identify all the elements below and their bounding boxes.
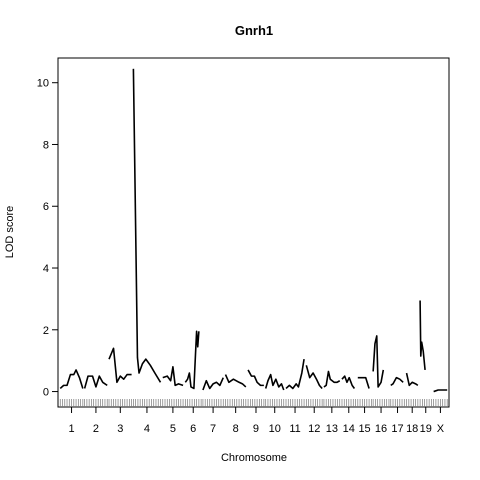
x-tick-label: 5 xyxy=(170,423,176,435)
y-tick-label: 2 xyxy=(43,325,49,337)
y-axis: 0 2 4 6 8 10 xyxy=(37,78,58,399)
x-tick-label: 10 xyxy=(269,423,281,435)
lod-line-chr-18 xyxy=(405,372,419,387)
x-axis: 1 2 3 4 5 6 7 8 9 10 11 12 13 14 15 16 17 18 19 X xyxy=(68,407,445,435)
lod-line-chr-12 xyxy=(305,365,323,389)
lod-line-chr-13 xyxy=(323,370,341,388)
x-tick-label: 9 xyxy=(253,423,259,435)
x-tick-label: 4 xyxy=(144,423,150,435)
x-tick-label: 19 xyxy=(420,423,432,435)
x-axis-label: Chromosome xyxy=(221,452,287,464)
lod-line-chr-4 xyxy=(132,68,162,383)
lod-line-chr-16 xyxy=(372,335,385,388)
lod-line-chr-3 xyxy=(108,347,132,384)
lod-line-chr-9 xyxy=(247,369,264,387)
x-tick-label: 1 xyxy=(68,423,74,435)
x-tick-label: 11 xyxy=(289,423,300,435)
lod-line-chr-6 xyxy=(184,330,200,390)
y-tick-label: 6 xyxy=(43,201,49,213)
x-tick-label: 6 xyxy=(190,423,196,435)
x-tick-label: 7 xyxy=(210,423,216,435)
lod-line-chr-11 xyxy=(285,359,305,390)
y-tick-label: 0 xyxy=(43,387,49,399)
y-tick-label: 10 xyxy=(37,78,49,90)
lod-line-chr-X xyxy=(433,389,448,393)
lod-line-chr-17 xyxy=(390,376,404,387)
x-tick-label: X xyxy=(437,423,445,435)
lod-line-chr-15 xyxy=(357,376,370,389)
x-tick-label: 13 xyxy=(326,423,338,435)
marker-rug xyxy=(59,399,448,407)
x-tick-label: 17 xyxy=(391,423,403,435)
x-tick-label: 16 xyxy=(375,423,387,435)
lod-line-chr-1 xyxy=(59,369,84,390)
x-tick-label: 14 xyxy=(343,423,355,435)
y-axis-label: LOD score xyxy=(4,206,16,259)
lod-line-chr-10 xyxy=(264,373,285,391)
x-tick-label: 2 xyxy=(93,423,99,435)
y-tick-label: 4 xyxy=(43,263,49,275)
lod-line-chr-14 xyxy=(341,375,356,389)
y-tick-label: 8 xyxy=(43,139,49,151)
x-tick-label: 18 xyxy=(406,423,418,435)
x-tick-label: 8 xyxy=(233,423,239,435)
lod-series xyxy=(59,68,448,393)
lod-line-chr-2 xyxy=(83,375,108,389)
chart-title: Gnrh1 xyxy=(235,23,273,38)
plot-frame xyxy=(57,57,450,408)
x-tick-label: 12 xyxy=(308,423,320,435)
x-tick-label: 15 xyxy=(358,423,370,435)
lod-line-chr-19 xyxy=(419,300,426,371)
x-tick-label: 3 xyxy=(117,423,123,435)
lod-line-chr-5 xyxy=(162,366,184,387)
lod-line-chr-7 xyxy=(202,377,224,391)
lod-line-chr-8 xyxy=(224,374,247,388)
